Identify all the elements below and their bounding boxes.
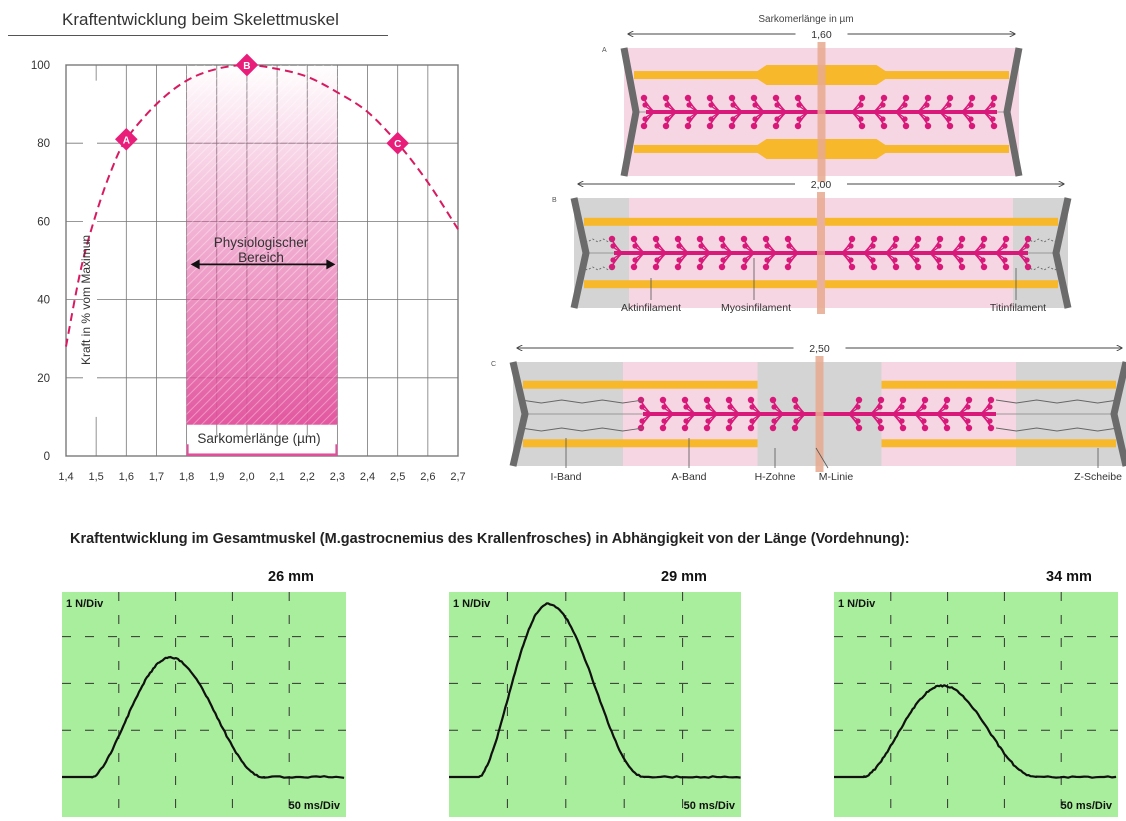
y-tick-label: 40	[37, 295, 50, 307]
label-aktinfilament: Aktinfilament	[621, 302, 681, 314]
sarcomere-length-label: 2,50	[809, 343, 830, 355]
x-tick-label: 2,3	[330, 471, 345, 483]
y-tick-label: 80	[37, 138, 50, 150]
y-axis-label: Kraft in % vom Maximun	[79, 235, 93, 365]
region-label-line1: Physiologischer	[214, 235, 309, 250]
x-tick-label: 1,6	[119, 471, 134, 483]
sarcomere-length-label: 1,60	[811, 29, 832, 41]
label-z-disc: Z-Scheibe	[1074, 471, 1122, 483]
scope-x-scale: 50 ms/Div	[289, 800, 340, 812]
x-tick-label: 2,5	[390, 471, 405, 483]
y-tick-label: 0	[44, 451, 50, 463]
scope-x-scale: 50 ms/Div	[684, 800, 735, 812]
x-axis-label: Sarkomerlänge (µm)	[197, 431, 320, 446]
force-length-chart: 1,4 1,5 1,6 1,7 1,8 1,9 2,0 2,1 2,2 2,3 2,4 2,5 2,6 2…	[0, 40, 480, 520]
x-tick-label: 2,4	[360, 471, 375, 483]
x-tick-label: 2,1	[269, 471, 284, 483]
x-tick-label: 2,0	[239, 471, 254, 483]
sarcomere-length-label: 2,00	[811, 179, 832, 191]
x-tick-label: 1,8	[179, 471, 194, 483]
scope-trace-line	[62, 657, 344, 778]
label-h-zone: H-Zohne	[755, 471, 796, 483]
label-a-band: A-Band	[671, 471, 706, 483]
scope-trace-line	[834, 685, 1116, 777]
x-tick-label: 2,2	[300, 471, 315, 483]
scope-34mm: 34 mm 1 N/Div 50 ms/Div	[834, 592, 1118, 817]
panel-letter: B	[552, 197, 557, 204]
x-tick-label: 1,4	[58, 471, 73, 483]
scope-trace-26mm	[62, 592, 346, 817]
scope-y-scale: 1 N/Div	[453, 598, 490, 610]
sarcomere-panel-a: 1,60 A	[602, 29, 1019, 182]
x-tick-label: 1,7	[149, 471, 164, 483]
scope-trace-34mm	[834, 592, 1118, 817]
x-tick-label: 2,7	[450, 471, 465, 483]
x-tick-label: 2,6	[420, 471, 435, 483]
sarcomere-panel-b: 2,00 B	[552, 179, 1068, 314]
region-label-line2: Bereich	[238, 250, 284, 265]
svg-text:B: B	[243, 61, 250, 72]
main-title: Kraftentwicklung beim Skelettmuskel	[62, 10, 339, 30]
sarcomere-diagram: Sarkomerlänge in µm 1,60 A 2,00 B 2,50 C Akti…	[486, 8, 1126, 478]
sarcomere-header: Sarkomerlänge in µm	[758, 14, 853, 25]
scope-length-label: 34 mm	[1046, 569, 1092, 585]
y-tick-label: 60	[37, 216, 50, 228]
label-titinfilament: Titinfilament	[990, 302, 1046, 314]
svg-text:A: A	[123, 135, 130, 146]
svg-text:C: C	[394, 139, 401, 150]
title-underline	[8, 35, 388, 36]
scope-29mm: 29 mm 1 N/Div 50 ms/Div	[449, 592, 741, 817]
y-tick-label: 100	[31, 60, 50, 72]
panel-letter: C	[491, 361, 496, 368]
scope-y-scale: 1 N/Div	[838, 598, 875, 610]
bottom-title: Kraftentwicklung im Gesamtmuskel (M.gast…	[70, 531, 910, 547]
x-tick-label: 1,9	[209, 471, 224, 483]
scope-26mm: 26 mm 1 N/Div 50 ms/Div	[62, 592, 346, 817]
label-m-line: M-Linie	[819, 471, 854, 483]
label-i-band: I-Band	[551, 471, 582, 483]
scope-length-label: 29 mm	[661, 569, 707, 585]
label-myosinfilament: Myosinfilament	[721, 302, 791, 314]
scope-y-scale: 1 N/Div	[66, 598, 103, 610]
sarcomere-panel-c: 2,50 C	[491, 343, 1126, 472]
scope-x-scale: 50 ms/Div	[1061, 800, 1112, 812]
panel-letter: A	[602, 47, 607, 54]
y-tick-label: 20	[37, 373, 50, 385]
scope-trace-29mm	[449, 592, 741, 817]
scope-length-label: 26 mm	[268, 569, 314, 585]
x-tick-label: 1,5	[89, 471, 104, 483]
scope-trace-line	[449, 603, 741, 777]
